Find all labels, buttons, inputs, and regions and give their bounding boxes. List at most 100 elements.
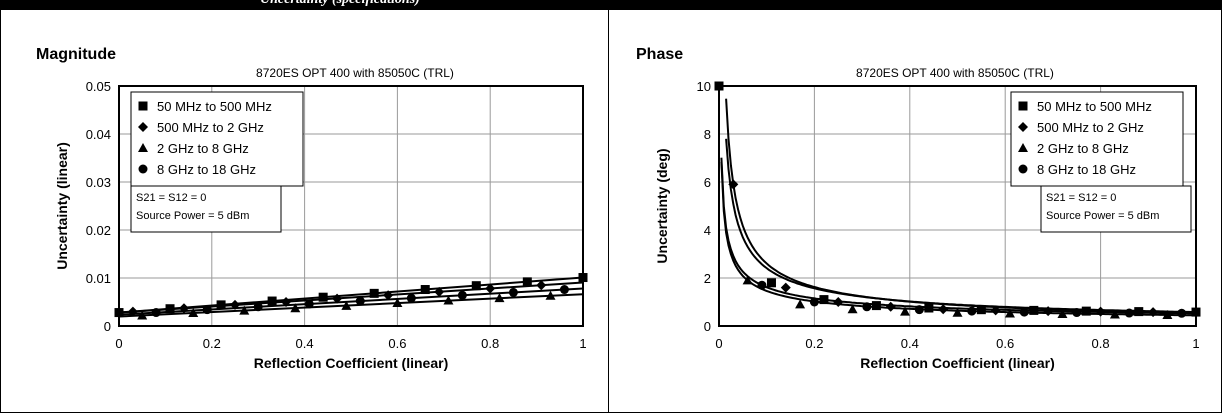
magnitude-data-point-square — [267, 296, 277, 306]
magnitude-xtick-label: 0.8 — [481, 336, 499, 351]
phase-legend-diamond-icon — [1018, 122, 1028, 132]
phase-legend-label: 500 MHz to 2 GHz — [1037, 120, 1144, 135]
magnitude-legend-square-icon — [138, 101, 148, 111]
phase-data-point-triangle — [795, 299, 806, 309]
header-text: Uncertainty (specifications) — [260, 0, 420, 8]
magnitude-data-point-diamond — [434, 286, 445, 297]
phase-xtick-label: 0.6 — [996, 336, 1014, 351]
phase-data-point-circle — [1072, 308, 1082, 318]
phase-data-point-triangle — [1057, 309, 1068, 318]
phase-annotation-text: S21 = S12 = 0 — [1046, 192, 1116, 204]
magnitude-ytick-label: 0.04 — [86, 127, 111, 142]
magnitude-xtick-label: 0.4 — [296, 336, 314, 351]
phase-data-point-triangle — [952, 307, 963, 317]
phase-legend-circle-icon — [1018, 164, 1028, 174]
phase-data-point-circle — [1177, 308, 1187, 318]
phase-data-point-circle — [967, 306, 977, 316]
phase-data-point-circle — [1019, 307, 1029, 317]
phase-data-point-square — [819, 295, 829, 305]
magnitude-ytick-label: 0.05 — [86, 79, 111, 94]
phase-annotation-box — [1040, 185, 1192, 233]
phase-data-point-diamond — [728, 179, 739, 190]
phase-data-point-circle — [809, 297, 819, 307]
phase-ytick-label: 0 — [704, 319, 711, 334]
magnitude-data-point-diamond — [230, 299, 240, 310]
magnitude-data-point-triangle — [392, 297, 403, 307]
magnitude-data-point-triangle — [545, 290, 556, 300]
magnitude-data-point-circle — [508, 287, 518, 297]
magnitude-data-point-diamond — [332, 293, 343, 304]
phase-data-point-triangle — [1109, 309, 1120, 319]
magnitude-data-point-diamond — [383, 290, 394, 301]
phase-data-point-square — [1134, 307, 1144, 317]
magnitude-annotation-text: S21 = S12 = 0 — [136, 192, 206, 204]
magnitude-data-point-triangle — [137, 310, 148, 320]
magnitude-legend-label: 50 MHz to 500 MHz — [157, 99, 272, 114]
phase-plot-area — [718, 85, 1197, 327]
header-band: Uncertainty (specifications) — [0, 0, 1222, 10]
magnitude-legend-label: 8 GHz to 18 GHz — [157, 162, 256, 177]
phase-ytick-label: 2 — [704, 271, 711, 286]
magnitude-plot-area — [118, 85, 584, 327]
magnitude-series-line — [118, 287, 584, 316]
phase-data-point-triangle — [900, 306, 911, 316]
magnitude-data-point-triangle — [239, 305, 250, 315]
phase-xtick-label: 0.4 — [901, 336, 919, 351]
phase-data-point-diamond — [1148, 307, 1159, 318]
magnitude-annotation-text: Source Power = 5 dBm — [136, 210, 249, 222]
magnitude-data-point-diamond — [127, 306, 138, 317]
magnitude-y-axis-label: Uncertainty (linear) — [54, 142, 70, 270]
phase-data-point-square — [766, 278, 776, 288]
phase-legend-triangle-icon — [1018, 143, 1028, 152]
phase-data-point-square — [1081, 306, 1091, 316]
phase-data-point-diamond — [833, 297, 844, 307]
phase-legend-box — [1010, 91, 1184, 187]
magnitude-xtick-label: 0.2 — [203, 336, 221, 351]
phase-x-axis-label: Reflection Coefficient (linear) — [860, 355, 1054, 371]
phase-ytick-label: 6 — [704, 175, 711, 190]
phase-data-point-triangle — [742, 275, 753, 285]
magnitude-legend-circle-icon — [138, 164, 148, 174]
phase-data-point-circle — [862, 302, 872, 312]
magnitude-data-point-diamond — [536, 280, 547, 291]
magnitude-data-point-circle — [457, 290, 467, 300]
magnitude-data-point-circle — [304, 299, 314, 309]
phase-series-line — [720, 157, 1197, 315]
phase-legend-label: 2 GHz to 8 GHz — [1037, 141, 1129, 156]
phase-data-point-square — [871, 301, 881, 311]
magnitude-x-axis-label: Reflection Coefficient (linear) — [254, 355, 448, 371]
panel-divider — [608, 10, 609, 413]
phase-xtick-label: 0.8 — [1092, 336, 1110, 351]
magnitude-ytick-label: 0.01 — [86, 271, 111, 286]
magnitude-legend-box — [130, 91, 304, 187]
phase-data-point-diamond — [938, 304, 949, 315]
magnitude-data-point-square — [420, 285, 430, 295]
magnitude-series-line — [118, 293, 584, 318]
magnitude-series-line — [118, 281, 584, 314]
phase-data-point-diamond — [780, 282, 791, 293]
phase-data-point-diamond — [990, 305, 1001, 316]
magnitude-data-point-square — [522, 277, 532, 287]
phase-chart-title: 8720ES OPT 400 with 85050C (TRL) — [856, 66, 1054, 80]
phase-data-point-circle — [914, 305, 924, 315]
phase-data-point-square — [924, 303, 934, 313]
magnitude-panel-title: Magnitude — [36, 46, 116, 63]
magnitude-data-point-circle — [202, 305, 212, 315]
magnitude-xtick-label: 0.6 — [388, 336, 406, 351]
magnitude-data-point-circle — [151, 308, 161, 318]
phase-data-point-circle — [1124, 308, 1134, 318]
phase-annotation-text: Source Power = 5 dBm — [1046, 210, 1159, 222]
magnitude-data-point-triangle — [494, 293, 505, 303]
magnitude-data-point-circle — [406, 293, 416, 303]
phase-data-point-square — [1029, 305, 1039, 315]
phase-data-point-diamond — [1095, 306, 1106, 317]
magnitude-legend-diamond-icon — [138, 122, 148, 132]
phase-xtick-label: 0 — [715, 336, 722, 351]
magnitude-chart-title: 8720ES OPT 400 with 85050C (TRL) — [256, 66, 454, 80]
phase-data-point-square — [976, 305, 986, 315]
magnitude-annotation-box — [130, 185, 282, 233]
magnitude-data-point-triangle — [290, 303, 301, 313]
phase-legend-label: 50 MHz to 500 MHz — [1037, 99, 1152, 114]
magnitude-data-point-diamond — [178, 303, 189, 314]
